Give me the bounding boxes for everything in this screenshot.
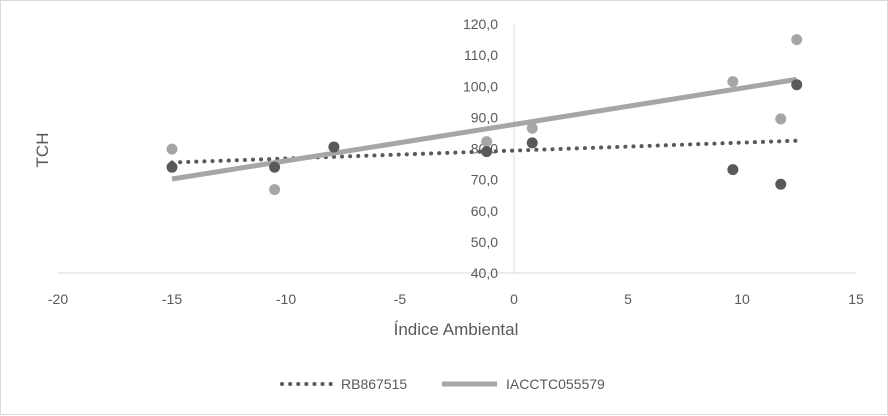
x-tick-label: -15 bbox=[162, 291, 182, 307]
point-rb867515 bbox=[791, 79, 803, 91]
y-tick-label: 70,0 bbox=[471, 172, 498, 188]
point-iacctc055579 bbox=[481, 136, 493, 148]
y-tick-label: 50,0 bbox=[471, 234, 498, 250]
y-tick-label: 110,0 bbox=[464, 47, 498, 63]
y-axis-title: TCH bbox=[33, 133, 52, 168]
point-rb867515 bbox=[727, 164, 739, 176]
x-tick-label: 5 bbox=[624, 291, 632, 307]
y-tick-label: 40,0 bbox=[471, 265, 498, 281]
x-tick-label: 15 bbox=[848, 291, 864, 307]
point-iacctc055579 bbox=[727, 76, 739, 88]
point-rb867515 bbox=[775, 178, 787, 190]
legend-label-rb867515: RB867515 bbox=[341, 376, 407, 392]
point-rb867515 bbox=[269, 161, 281, 173]
legend-label-iacctc055579: IACCTC055579 bbox=[506, 376, 605, 392]
x-tick-label: -5 bbox=[394, 291, 407, 307]
point-iacctc055579 bbox=[269, 184, 281, 196]
x-tick-label: 0 bbox=[510, 291, 518, 307]
point-iacctc055579 bbox=[775, 113, 787, 125]
point-iacctc055579 bbox=[526, 122, 538, 134]
point-rb867515 bbox=[526, 137, 538, 149]
point-rb867515 bbox=[481, 146, 493, 158]
y-tick-label: 100,0 bbox=[463, 78, 498, 94]
legend: RB867515 IACCTC055579 bbox=[280, 376, 605, 392]
point-rb867515 bbox=[328, 141, 340, 153]
y-tick-label: 60,0 bbox=[471, 203, 498, 219]
x-tick-label: 10 bbox=[734, 291, 750, 307]
data-points bbox=[166, 34, 803, 196]
trendline-rb867515 bbox=[170, 138, 799, 165]
point-iacctc055579 bbox=[791, 34, 803, 46]
x-tick-label: -20 bbox=[48, 291, 68, 307]
trendline-iacctc055579 bbox=[171, 76, 798, 182]
x-tick-label: -10 bbox=[276, 291, 296, 307]
point-rb867515 bbox=[166, 161, 178, 173]
axes: -20-15-10-505101540,050,060,070,080,090,… bbox=[48, 16, 864, 307]
point-iacctc055579 bbox=[166, 143, 178, 155]
y-tick-label: 90,0 bbox=[471, 109, 498, 125]
trendlines bbox=[170, 76, 799, 182]
x-axis-title: Índice Ambiental bbox=[394, 320, 519, 339]
y-tick-label: 120,0 bbox=[463, 16, 498, 32]
